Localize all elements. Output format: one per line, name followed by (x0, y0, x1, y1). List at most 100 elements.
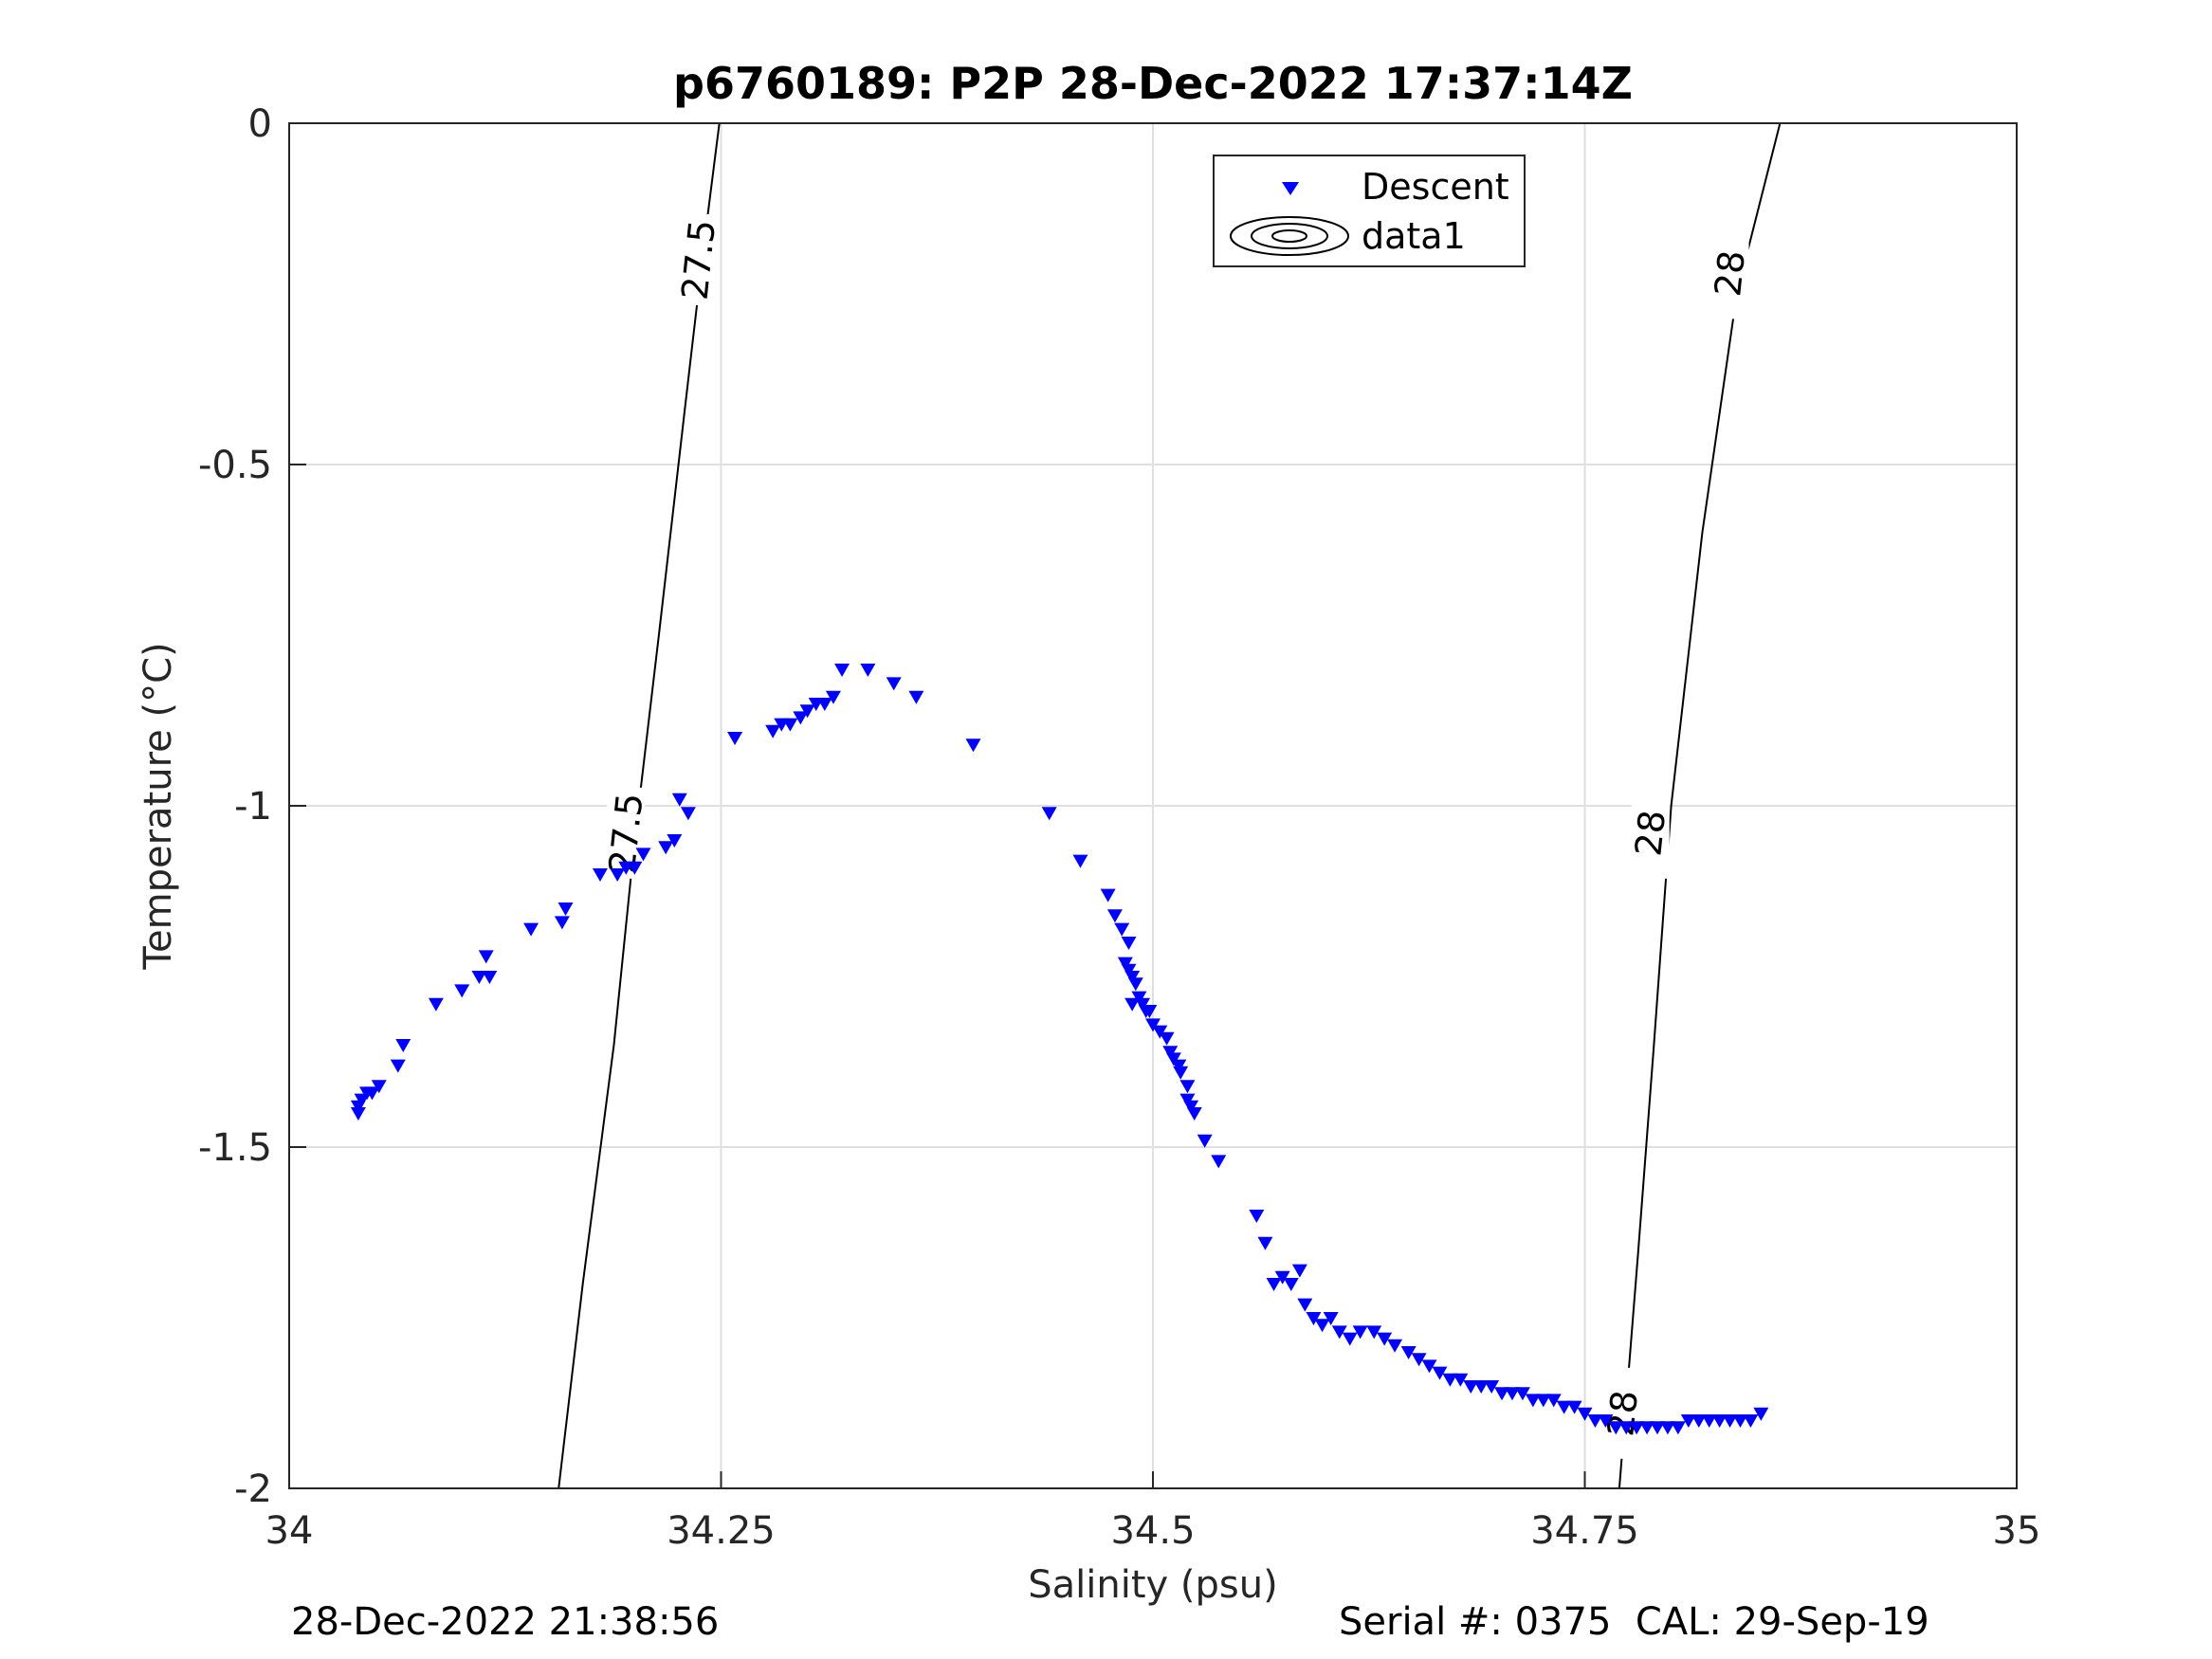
data-point (1331, 1325, 1347, 1340)
data-point (1121, 963, 1137, 977)
data-point (1211, 1155, 1227, 1169)
data-point (834, 664, 850, 677)
data-point (667, 834, 683, 848)
data-point (523, 922, 539, 937)
x-tick-label: 34 (265, 1509, 314, 1553)
data-point (1691, 1414, 1707, 1428)
data-point (908, 690, 924, 704)
data-point (1121, 937, 1137, 950)
density-contours: 27.5 27.5 28 28 28 (558, 122, 1782, 1489)
data-point (482, 971, 498, 984)
data-point (1659, 1421, 1675, 1435)
data-point (1629, 1421, 1645, 1435)
data-point (1323, 1312, 1339, 1325)
axis-ticks: 34 34.25 34.5 34.75 35 0 -0.5 -1 -1.5 -2 (198, 102, 2041, 1553)
data-point (1421, 1359, 1437, 1374)
data-point (1366, 1325, 1382, 1340)
data-point (1722, 1414, 1738, 1428)
data-point (1072, 854, 1088, 868)
data-point (816, 698, 832, 711)
data-point (671, 793, 687, 807)
data-point (1670, 1421, 1686, 1435)
x-tick-label: 34.25 (667, 1509, 776, 1553)
y-tick-label: 0 (248, 102, 272, 146)
legend-contour-icon (1230, 216, 1349, 256)
data-point (428, 997, 444, 1012)
data-point (1117, 957, 1133, 971)
data-point (793, 711, 809, 725)
x-tick-label: 35 (1993, 1509, 2041, 1553)
data-point (825, 690, 841, 704)
contour-label: 28 (1600, 1388, 1646, 1438)
data-point (1494, 1387, 1510, 1401)
data-point (558, 902, 574, 916)
data-point (1484, 1380, 1500, 1394)
y-tick-label: -1.5 (198, 1126, 272, 1170)
data-point (1266, 1278, 1282, 1291)
data-point (1179, 1080, 1196, 1094)
descent-series (350, 664, 1769, 1435)
data-point (1100, 888, 1116, 902)
data-point (1127, 977, 1143, 992)
data-point (782, 718, 798, 732)
data-point (371, 1080, 387, 1094)
data-point (1442, 1373, 1458, 1387)
data-point (1114, 922, 1130, 937)
data-point (1173, 1066, 1189, 1080)
legend-contour-icon-ring-2 (1251, 223, 1328, 249)
contour-label-bg (1710, 228, 1749, 319)
legend-marker-descent (1282, 182, 1299, 195)
data-point (1377, 1332, 1393, 1346)
data-point (1504, 1387, 1520, 1401)
data-point (1342, 1332, 1358, 1346)
data-point (1352, 1325, 1368, 1340)
data-point (1587, 1414, 1603, 1428)
data-point (364, 1086, 380, 1101)
contour-label: 28 (1707, 248, 1753, 299)
contour-label-bg (1631, 787, 1670, 879)
data-point (1400, 1346, 1417, 1359)
x-tick-label: 34.5 (1110, 1509, 1195, 1553)
data-point (1701, 1414, 1717, 1428)
contour-label-bg (679, 214, 718, 305)
data-point (592, 868, 608, 882)
contour-label-bg (1603, 1367, 1642, 1459)
data-point (1041, 807, 1057, 821)
data-point (658, 841, 674, 855)
chart-title: p6760189: P2P 28-Dec-2022 17:37:14Z (673, 58, 1633, 109)
data-point (1197, 1134, 1213, 1148)
data-point (390, 1059, 406, 1073)
data-point (1171, 1059, 1187, 1073)
data-point (635, 848, 651, 862)
data-point (1598, 1414, 1614, 1428)
data-point (1135, 997, 1151, 1012)
data-point (1453, 1373, 1469, 1387)
data-point (1711, 1414, 1728, 1428)
data-point (1165, 1052, 1181, 1066)
data-point (1145, 1018, 1161, 1032)
data-point (1291, 1264, 1307, 1278)
data-point (1556, 1400, 1572, 1414)
data-point (471, 971, 487, 984)
data-point (1159, 1031, 1175, 1046)
data-point (1618, 1421, 1635, 1435)
data-point (1162, 1046, 1179, 1060)
data-point (1743, 1414, 1759, 1428)
data-point (1142, 1005, 1158, 1018)
legend-label-data1: data1 (1362, 215, 1466, 257)
data-point (680, 807, 696, 821)
data-point (1732, 1414, 1748, 1428)
legend-contour-icon-ring-3 (1271, 229, 1307, 243)
data-point (1514, 1387, 1530, 1401)
data-point (1432, 1366, 1448, 1380)
x-axis-label: Salinity (psu) (1028, 1563, 1277, 1607)
data-point (1473, 1380, 1490, 1394)
data-point (965, 738, 981, 753)
data-point (1650, 1421, 1666, 1435)
data-point (1183, 1100, 1199, 1114)
footer-timestamp: 28-Dec-2022 21:38:56 (291, 1600, 720, 1644)
y-tick-label: -2 (234, 1468, 272, 1511)
data-point (1257, 1236, 1273, 1250)
data-point (1639, 1421, 1655, 1435)
data-point (1463, 1380, 1479, 1394)
